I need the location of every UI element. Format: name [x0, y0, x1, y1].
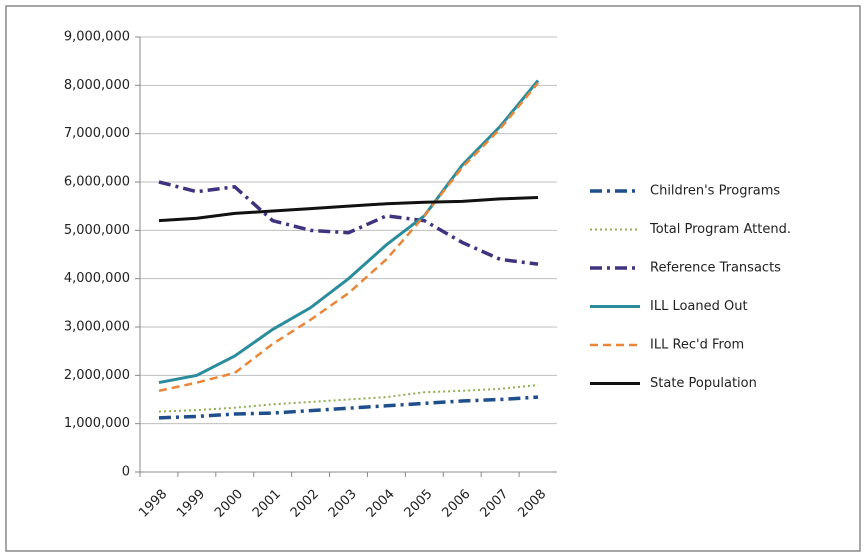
y-tick-label: 6,000,000	[64, 175, 130, 190]
y-tick-label: 0	[122, 465, 130, 480]
y-tick-label: 7,000,000	[64, 126, 130, 141]
y-tick-label: 2,000,000	[64, 368, 130, 383]
legend-label: Total Program Attend.	[649, 222, 791, 237]
y-tick-label: 4,000,000	[64, 271, 130, 286]
y-tick-label: 5,000,000	[64, 223, 130, 238]
legend-label: Children's Programs	[650, 184, 780, 199]
legend-label: State Population	[650, 376, 757, 391]
y-tick-label: 1,000,000	[64, 416, 130, 431]
series-line	[158, 79, 540, 385]
y-tick-label: 8,000,000	[64, 78, 130, 93]
y-tick-label: 9,000,000	[64, 30, 130, 45]
legend-label: Reference Transacts	[650, 261, 781, 276]
y-tick-label: 3,000,000	[64, 320, 130, 335]
legend-label: ILL Loaned Out	[650, 299, 748, 314]
series-line	[158, 195, 539, 223]
series-line	[158, 384, 539, 413]
series-line	[158, 180, 539, 266]
series-line	[158, 82, 540, 393]
legend-label: ILL Rec'd From	[650, 338, 744, 353]
